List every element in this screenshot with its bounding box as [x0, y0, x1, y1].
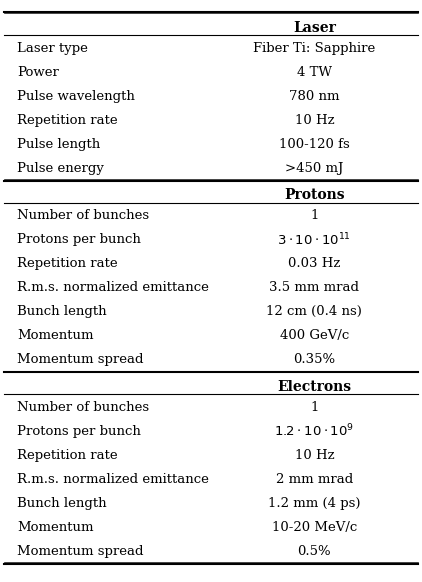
Text: R.m.s. normalized emittance: R.m.s. normalized emittance: [17, 281, 209, 294]
Text: 2 mm mrad: 2 mm mrad: [276, 473, 353, 486]
Text: Number of bunches: Number of bunches: [17, 401, 149, 414]
Text: Pulse wavelength: Pulse wavelength: [17, 90, 135, 103]
Text: 4 TW: 4 TW: [297, 66, 332, 79]
Text: Bunch length: Bunch length: [17, 497, 106, 510]
Text: $3\cdot 10\cdot 10^{11}$: $3\cdot 10\cdot 10^{11}$: [277, 232, 352, 248]
Text: 0.03 Hz: 0.03 Hz: [288, 257, 341, 270]
Text: Pulse length: Pulse length: [17, 138, 100, 151]
Text: 100-120 fs: 100-120 fs: [279, 138, 350, 151]
Text: 1: 1: [310, 401, 319, 414]
Text: Laser: Laser: [293, 21, 336, 35]
Text: Momentum spread: Momentum spread: [17, 353, 143, 366]
Text: $1.2\cdot 10\cdot 10^{9}$: $1.2\cdot 10\cdot 10^{9}$: [274, 423, 354, 439]
Text: Bunch length: Bunch length: [17, 306, 106, 318]
Text: 1: 1: [310, 209, 319, 222]
Text: 0.5%: 0.5%: [298, 545, 331, 558]
Text: 1.2 mm (4 ps): 1.2 mm (4 ps): [268, 497, 361, 510]
Text: Fiber Ti: Sapphire: Fiber Ti: Sapphire: [253, 42, 376, 55]
Text: >450 mJ: >450 mJ: [285, 162, 344, 175]
Text: 780 nm: 780 nm: [289, 90, 340, 103]
Text: Number of bunches: Number of bunches: [17, 209, 149, 222]
Text: 3·1011: 3·1011: [291, 233, 338, 246]
Text: Pulse energy: Pulse energy: [17, 162, 104, 175]
Text: 10-20 MeV/c: 10-20 MeV/c: [272, 521, 357, 534]
Text: Momentum: Momentum: [17, 329, 93, 342]
Text: 3.5 mm mrad: 3.5 mm mrad: [269, 281, 360, 294]
Text: Momentum: Momentum: [17, 521, 93, 534]
Text: 10 Hz: 10 Hz: [295, 114, 334, 127]
Text: Protons per bunch: Protons per bunch: [17, 425, 141, 438]
Text: 400 GeV/c: 400 GeV/c: [280, 329, 349, 342]
Text: Laser type: Laser type: [17, 42, 88, 55]
Text: Protons per bunch: Protons per bunch: [17, 233, 141, 246]
Text: R.m.s. normalized emittance: R.m.s. normalized emittance: [17, 473, 209, 486]
Text: Protons: Protons: [284, 189, 345, 203]
Text: 12 cm (0.4 ns): 12 cm (0.4 ns): [266, 306, 362, 318]
Text: Electrons: Electrons: [277, 380, 352, 394]
Text: Repetition rate: Repetition rate: [17, 114, 117, 127]
Text: Repetition rate: Repetition rate: [17, 257, 117, 270]
Text: 0.35%: 0.35%: [293, 353, 335, 366]
Text: Repetition rate: Repetition rate: [17, 449, 117, 462]
Text: Power: Power: [17, 66, 59, 79]
Text: 10 Hz: 10 Hz: [295, 449, 334, 462]
Text: Momentum spread: Momentum spread: [17, 545, 143, 558]
Text: 1.2·109: 1.2·109: [289, 425, 340, 438]
